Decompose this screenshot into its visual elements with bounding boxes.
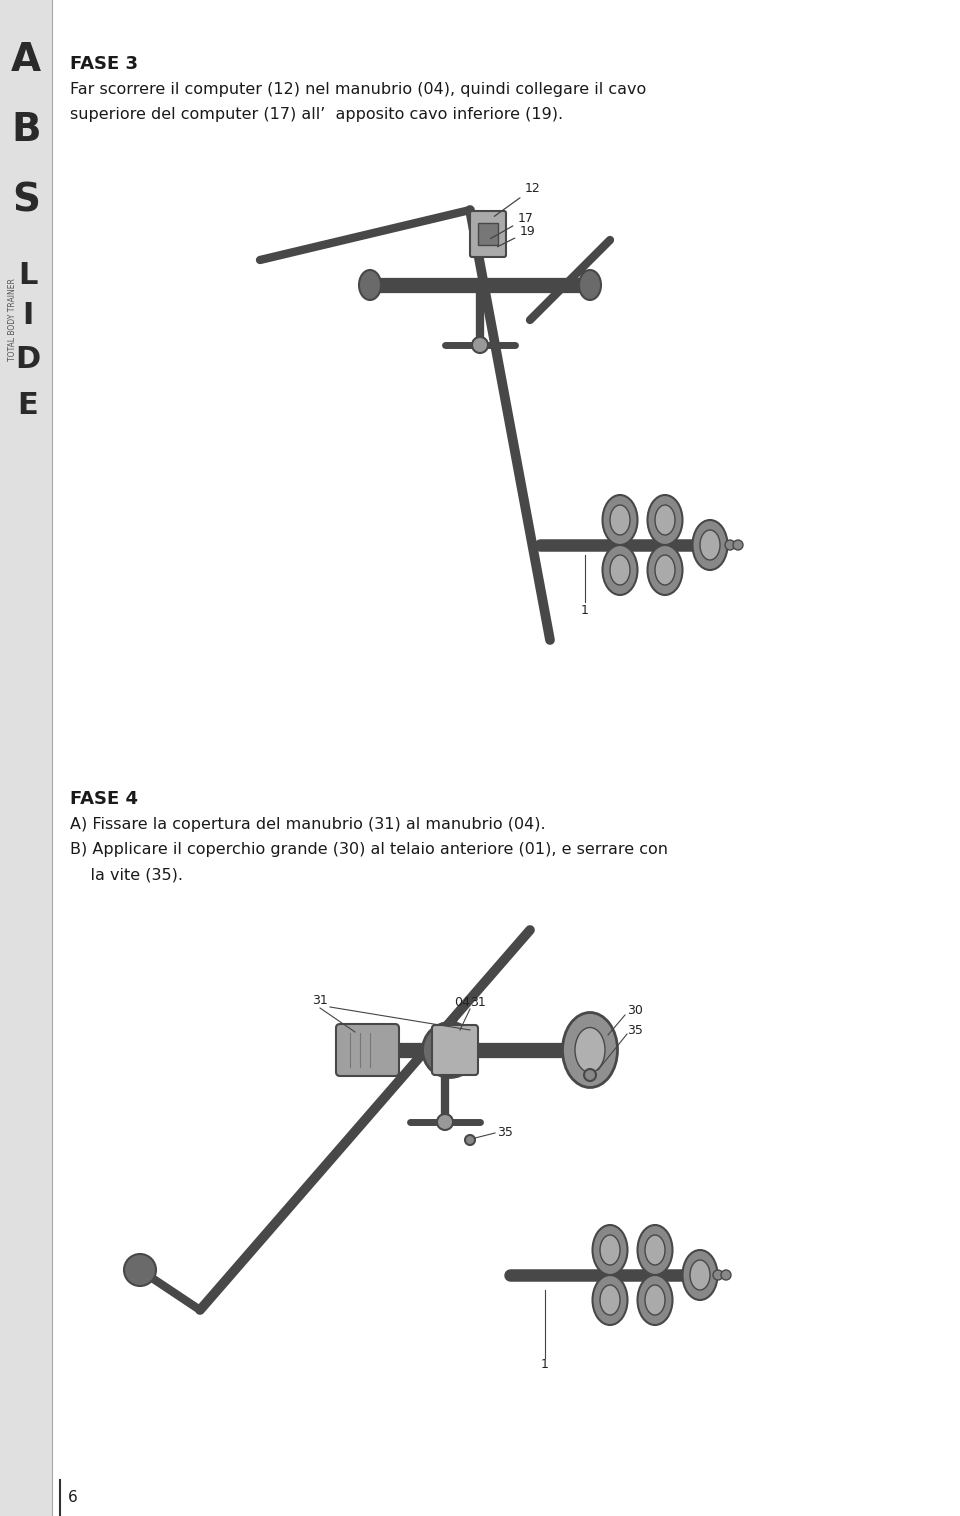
Ellipse shape <box>690 1260 710 1290</box>
Text: L: L <box>18 261 37 290</box>
Circle shape <box>713 1270 723 1280</box>
Ellipse shape <box>422 1022 477 1078</box>
Ellipse shape <box>610 505 630 535</box>
Text: 31: 31 <box>312 993 328 1007</box>
Ellipse shape <box>563 1013 617 1087</box>
Ellipse shape <box>692 520 728 570</box>
Text: 17: 17 <box>491 212 534 238</box>
Text: 1: 1 <box>581 603 588 617</box>
Ellipse shape <box>358 1032 382 1067</box>
Ellipse shape <box>655 555 675 585</box>
Text: 19: 19 <box>497 224 536 247</box>
Text: B) Applicare il coperchio grande (30) al telaio anteriore (01), e serrare con: B) Applicare il coperchio grande (30) al… <box>70 841 668 857</box>
Text: A) Fissare la copertura del manubrio (31) al manubrio (04).: A) Fissare la copertura del manubrio (31… <box>70 817 545 832</box>
Circle shape <box>124 1254 156 1286</box>
Text: TOTAL BODY TRAINER: TOTAL BODY TRAINER <box>9 279 17 361</box>
Text: la vite (35).: la vite (35). <box>70 867 183 882</box>
Text: D: D <box>15 346 40 374</box>
Text: 35: 35 <box>497 1126 513 1140</box>
Text: superiore del computer (17) all’  apposito cavo inferiore (19).: superiore del computer (17) all’ apposit… <box>70 108 564 121</box>
Ellipse shape <box>575 1028 605 1072</box>
Text: FASE 4: FASE 4 <box>70 790 138 808</box>
Ellipse shape <box>579 270 601 300</box>
Circle shape <box>584 1069 596 1081</box>
Text: FASE 3: FASE 3 <box>70 55 138 73</box>
Ellipse shape <box>637 1225 673 1275</box>
Ellipse shape <box>700 531 720 559</box>
Bar <box>478 223 498 246</box>
Ellipse shape <box>603 544 637 594</box>
Text: I: I <box>22 300 34 329</box>
Text: 6: 6 <box>68 1490 78 1505</box>
FancyBboxPatch shape <box>336 1023 399 1076</box>
Ellipse shape <box>610 555 630 585</box>
Text: 04: 04 <box>454 996 470 1008</box>
Circle shape <box>465 1135 475 1145</box>
Text: 1: 1 <box>541 1358 549 1372</box>
Text: S: S <box>12 180 40 218</box>
Text: 31: 31 <box>470 996 486 1008</box>
Ellipse shape <box>647 496 683 544</box>
Ellipse shape <box>645 1286 665 1314</box>
Ellipse shape <box>647 544 683 594</box>
Ellipse shape <box>683 1251 717 1301</box>
Ellipse shape <box>600 1286 620 1314</box>
Circle shape <box>733 540 743 550</box>
Ellipse shape <box>592 1225 628 1275</box>
Circle shape <box>472 337 488 353</box>
Circle shape <box>437 1114 453 1129</box>
Ellipse shape <box>359 270 381 300</box>
Ellipse shape <box>600 1236 620 1264</box>
Ellipse shape <box>645 1236 665 1264</box>
Ellipse shape <box>655 505 675 535</box>
Circle shape <box>725 540 735 550</box>
Circle shape <box>721 1270 731 1280</box>
Ellipse shape <box>637 1275 673 1325</box>
Text: 30: 30 <box>627 1004 643 1017</box>
Text: 12: 12 <box>494 182 540 217</box>
Text: 35: 35 <box>627 1023 643 1037</box>
Text: B: B <box>12 111 41 149</box>
Text: Far scorrere il computer (12) nel manubrio (04), quindi collegare il cavo: Far scorrere il computer (12) nel manubr… <box>70 82 646 97</box>
Ellipse shape <box>603 496 637 544</box>
FancyBboxPatch shape <box>432 1025 478 1075</box>
FancyBboxPatch shape <box>470 211 506 258</box>
Text: E: E <box>17 391 38 420</box>
Bar <box>0 0 52 1516</box>
Text: A: A <box>11 41 41 79</box>
Ellipse shape <box>592 1275 628 1325</box>
